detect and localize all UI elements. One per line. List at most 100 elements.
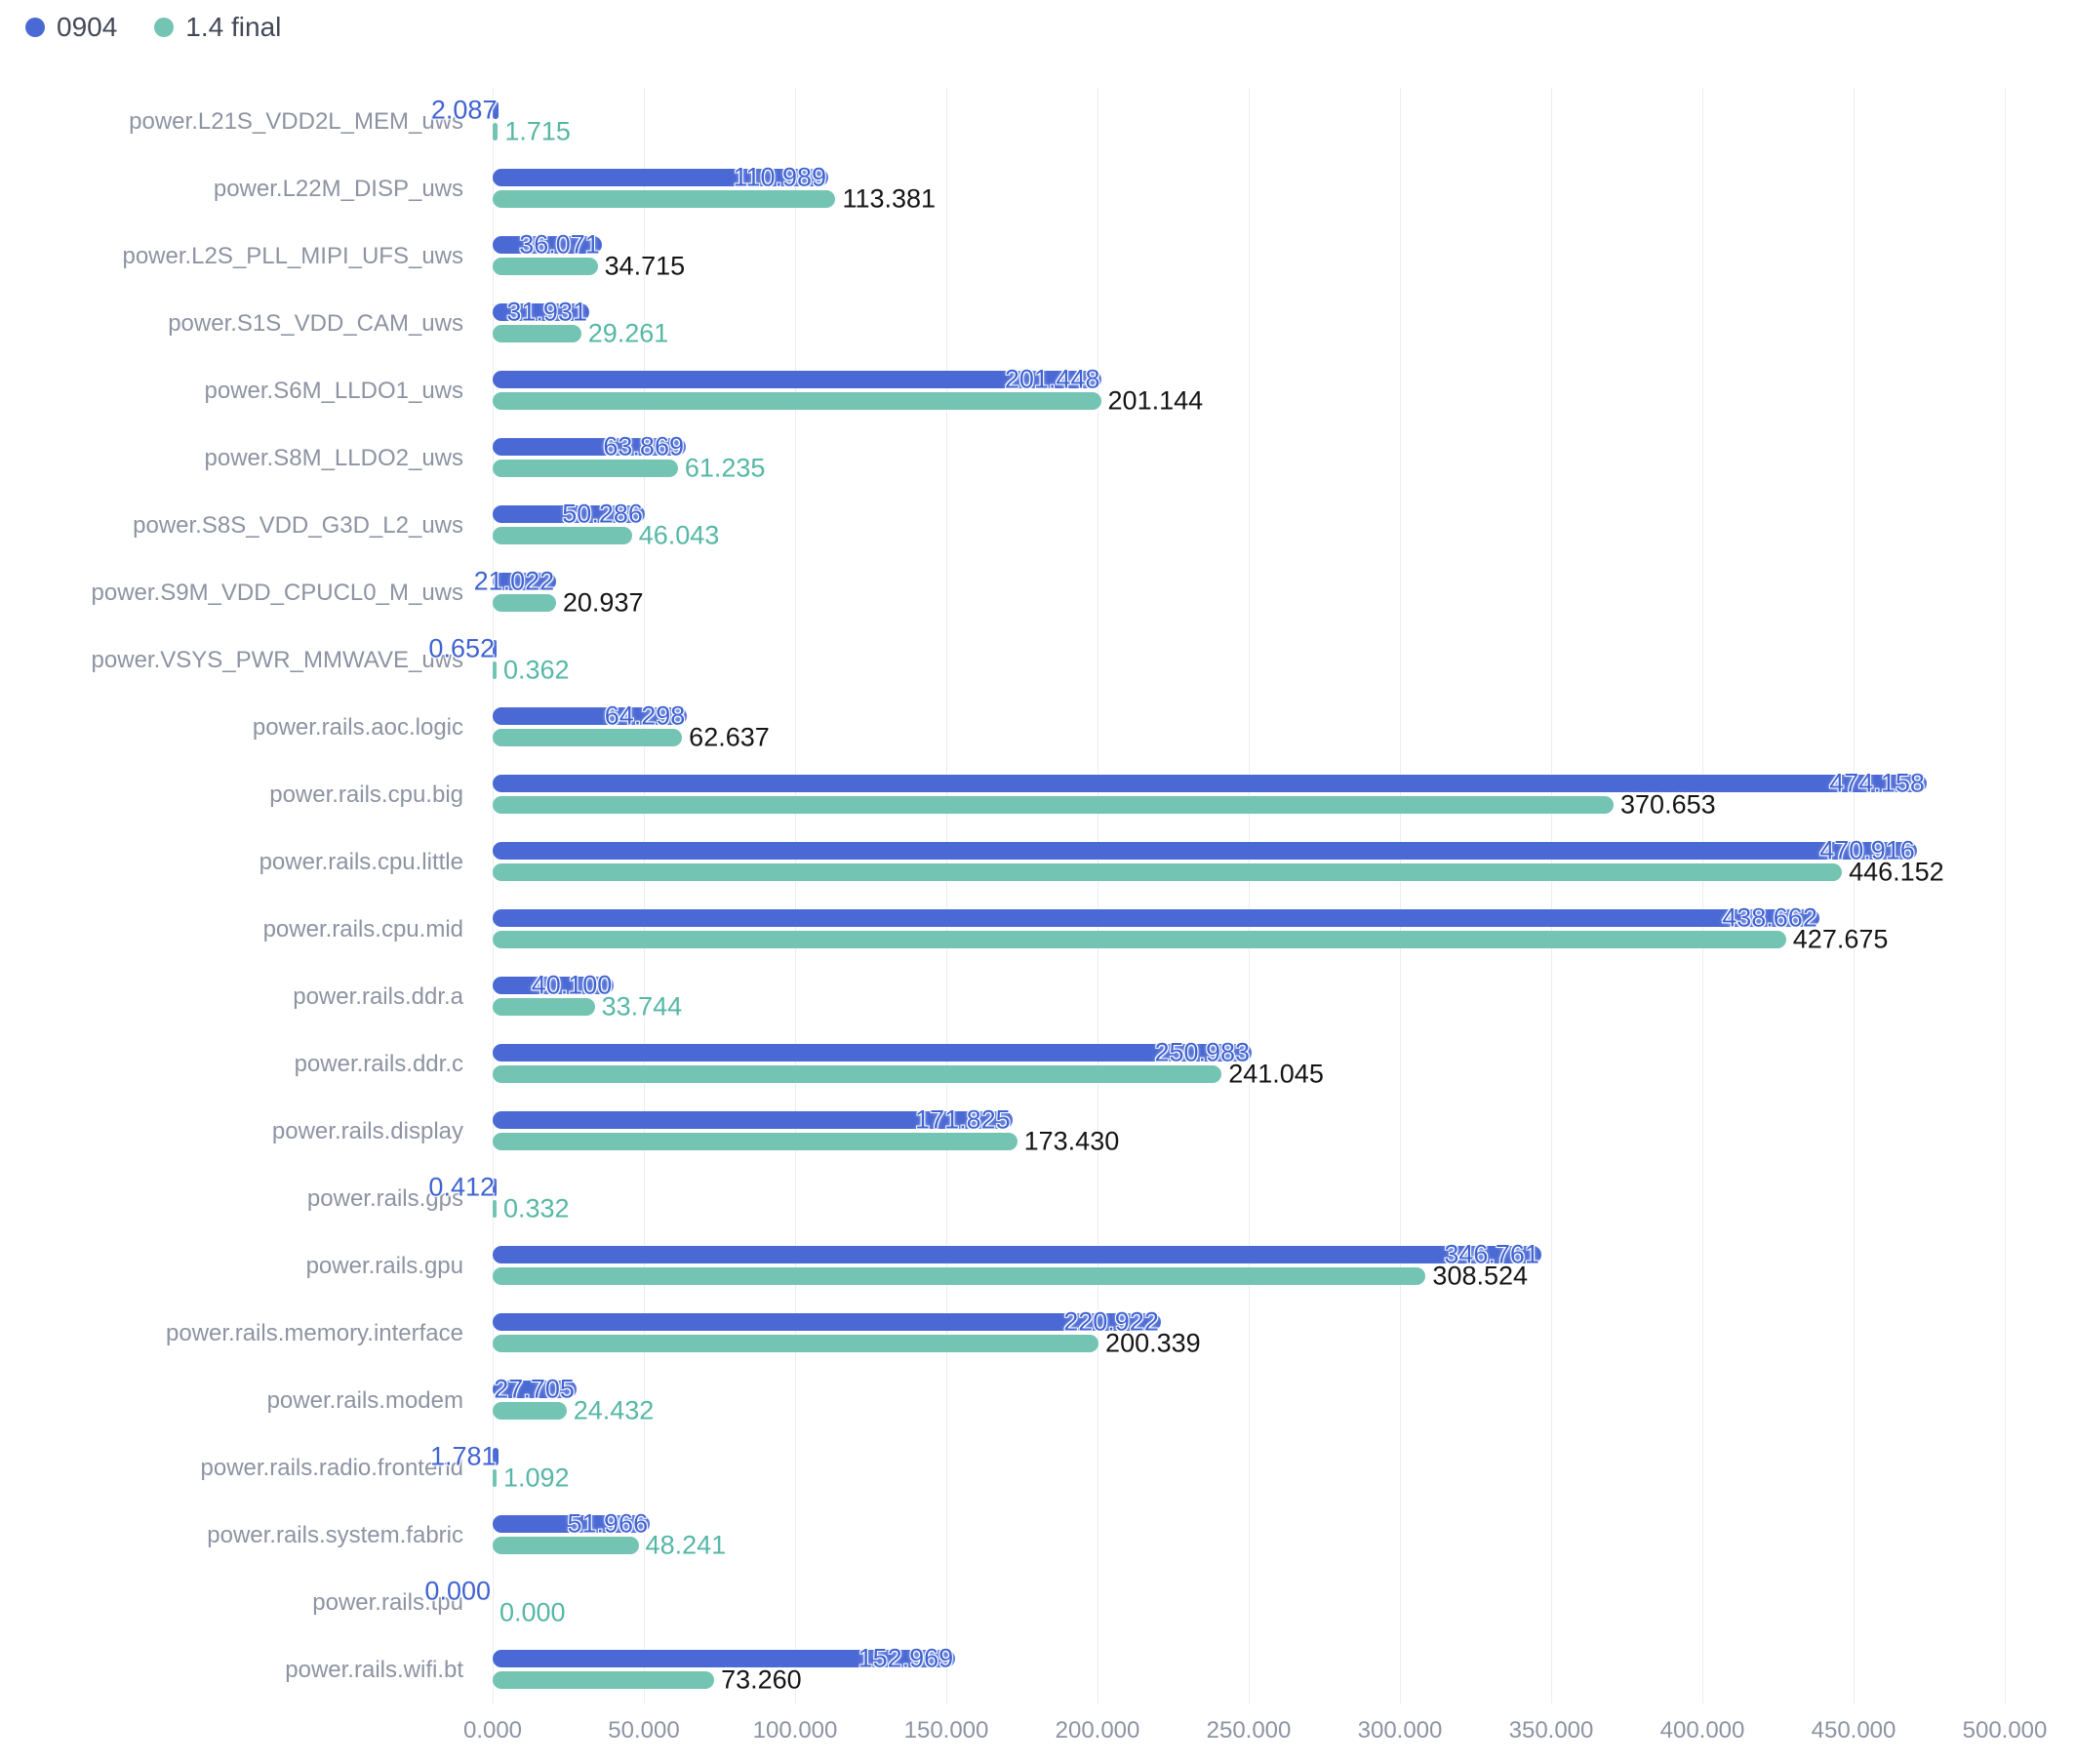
bar-series1-0904[interactable] bbox=[493, 775, 1927, 792]
x-axis-tick-label: 300.000 bbox=[1357, 1717, 1443, 1744]
bar-series2-1-4-final[interactable] bbox=[493, 1671, 715, 1689]
bar-track: 308.524 bbox=[493, 1263, 2005, 1289]
bar-series2-1-4-final[interactable] bbox=[493, 594, 556, 612]
value-label-series2: 0.362 bbox=[503, 655, 570, 685]
bar-series1-0904[interactable] bbox=[493, 1111, 1013, 1129]
bars-group: 50.286 46.043 bbox=[493, 492, 2005, 559]
bars-group: 51.966 48.241 bbox=[493, 1502, 2005, 1569]
chart-row: power.S9M_VDD_CPUCL0_M_uws 21.022 20.937 bbox=[0, 559, 2076, 626]
value-label-series2: 173.430 bbox=[1023, 1126, 1120, 1156]
bar-track: 470.916 bbox=[493, 837, 2005, 863]
bar-track: 370.653 bbox=[493, 791, 2005, 818]
value-label-series2: 0.332 bbox=[503, 1193, 570, 1223]
category-label: power.rails.wifi.bt bbox=[285, 1656, 463, 1683]
category-label: power.rails.tpu bbox=[312, 1588, 463, 1616]
bar-series2-1-4-final[interactable] bbox=[493, 863, 1843, 881]
bars-group: 438.662 427.675 bbox=[493, 896, 2005, 963]
bar-track: 1.092 bbox=[493, 1464, 2005, 1491]
bar-track: 48.241 bbox=[493, 1532, 2005, 1558]
bar-series1-0904[interactable] bbox=[493, 842, 1917, 860]
chart-row: power.rails.modem 27.705 24.432 bbox=[0, 1367, 2076, 1434]
chart-row: power.rails.ddr.a 40.100 33.744 bbox=[0, 963, 2076, 1030]
bars-group: 27.705 24.432 bbox=[493, 1367, 2005, 1434]
value-label-series2: 24.432 bbox=[573, 1395, 655, 1425]
bar-series1-0904[interactable] bbox=[493, 101, 499, 119]
chart-rows: power.L21S_VDD2L_MEM_uws 2.087 1.715 power.… bbox=[0, 88, 2076, 1704]
bar-track: 0.000 bbox=[424, 1578, 2005, 1604]
bar-series1-0904[interactable] bbox=[493, 303, 589, 321]
bar-series2-1-4-final[interactable] bbox=[493, 190, 836, 208]
chart-row: power.L22M_DISP_uws 110.989 113.381 bbox=[0, 155, 2076, 222]
bar-track: 438.662 bbox=[493, 904, 2005, 931]
bar-series1-0904[interactable] bbox=[493, 977, 615, 994]
bar-series1-0904[interactable] bbox=[493, 1381, 577, 1398]
bar-series1-0904[interactable] bbox=[493, 1515, 651, 1533]
bar-series2-1-4-final[interactable] bbox=[493, 662, 497, 679]
bar-series2-1-4-final[interactable] bbox=[493, 1537, 639, 1554]
bar-series2-1-4-final[interactable] bbox=[493, 123, 499, 140]
bar-series1-0904[interactable] bbox=[493, 1246, 1541, 1263]
bar-track: 31.931 bbox=[493, 299, 2005, 325]
bar-series2-1-4-final[interactable] bbox=[493, 1200, 497, 1218]
bars-group: 36.071 34.715 bbox=[493, 222, 2005, 290]
chart-row: power.S6M_LLDO1_uws 201.448 201.144 bbox=[0, 357, 2076, 424]
bar-track: 427.675 bbox=[493, 926, 2005, 952]
chart-row: power.rails.radio.frontend 1.781 1.092 bbox=[0, 1434, 2076, 1502]
bar-series1-0904[interactable] bbox=[493, 236, 602, 254]
bar-series2-1-4-final[interactable] bbox=[493, 998, 595, 1016]
category-label: power.rails.aoc.logic bbox=[252, 713, 463, 741]
bar-series1-0904[interactable] bbox=[493, 1044, 1253, 1062]
bar-series1-0904[interactable] bbox=[493, 1448, 499, 1465]
bar-series2-1-4-final[interactable] bbox=[493, 1469, 497, 1487]
bar-series1-0904[interactable] bbox=[493, 573, 557, 590]
bar-track: 40.100 bbox=[493, 972, 2005, 998]
bar-series2-1-4-final[interactable] bbox=[493, 325, 581, 342]
bars-group: 63.869 61.235 bbox=[493, 424, 2005, 492]
value-label-series2: 446.152 bbox=[1849, 857, 1944, 887]
bar-track: 27.705 bbox=[493, 1376, 2005, 1402]
bars-group: 201.448 201.144 bbox=[493, 357, 2005, 424]
bar-series2-1-4-final[interactable] bbox=[493, 1133, 1018, 1150]
bar-series1-0904[interactable] bbox=[493, 1650, 956, 1667]
bar-track: 64.298 bbox=[493, 702, 2005, 729]
category-label: power.L2S_PLL_MIPI_UFS_uws bbox=[122, 242, 463, 269]
bars-group: 171.825 173.430 bbox=[493, 1098, 2005, 1165]
bars-group: 1.781 1.092 bbox=[430, 1434, 2005, 1502]
legend-item-1-4-final[interactable]: 1.4 final bbox=[154, 12, 281, 43]
bar-series1-0904[interactable] bbox=[493, 371, 1102, 388]
value-label-series2: 34.715 bbox=[604, 251, 686, 281]
bar-track: 474.158 bbox=[493, 770, 2005, 796]
chart-row: power.rails.system.fabric 51.966 48.241 bbox=[0, 1502, 2076, 1569]
bar-track: 241.045 bbox=[493, 1061, 2005, 1087]
bar-series2-1-4-final[interactable] bbox=[493, 527, 632, 544]
bars-group: 0.412 0.332 bbox=[428, 1165, 2005, 1232]
bar-track: 0.000 bbox=[493, 1599, 2005, 1625]
bar-series2-1-4-final[interactable] bbox=[493, 796, 1615, 814]
bar-series1-0904[interactable] bbox=[493, 169, 829, 186]
bar-series1-0904[interactable] bbox=[493, 438, 686, 456]
bar-series2-1-4-final[interactable] bbox=[493, 460, 678, 477]
legend-item-0904[interactable]: 0904 bbox=[25, 12, 117, 43]
value-label-series2: 308.524 bbox=[1432, 1261, 1529, 1291]
bar-series1-0904[interactable] bbox=[493, 909, 1819, 927]
bars-group: 470.916 446.152 bbox=[493, 828, 2005, 896]
bar-series1-0904[interactable] bbox=[493, 1179, 497, 1196]
bar-track: 1.715 bbox=[493, 118, 2005, 144]
bar-track: 346.761 bbox=[493, 1241, 2005, 1267]
bar-series2-1-4-final[interactable] bbox=[493, 1065, 1222, 1083]
bar-series1-0904[interactable] bbox=[493, 505, 645, 523]
value-label-series2: 62.637 bbox=[689, 722, 770, 752]
bar-series2-1-4-final[interactable] bbox=[493, 1267, 1426, 1285]
category-label: power.rails.ddr.a bbox=[293, 982, 463, 1010]
bar-series2-1-4-final[interactable] bbox=[493, 729, 683, 746]
bar-series2-1-4-final[interactable] bbox=[493, 931, 1786, 948]
bar-series1-0904[interactable] bbox=[493, 1313, 1161, 1331]
bar-series1-0904[interactable] bbox=[493, 640, 497, 658]
bar-series2-1-4-final[interactable] bbox=[493, 1402, 567, 1420]
bar-series2-1-4-final[interactable] bbox=[493, 258, 598, 275]
bar-series2-1-4-final[interactable] bbox=[493, 1335, 1099, 1352]
category-label: power.S8S_VDD_G3D_L2_uws bbox=[133, 511, 463, 539]
bar-series1-0904[interactable] bbox=[493, 707, 688, 725]
bar-series2-1-4-final[interactable] bbox=[493, 392, 1101, 410]
